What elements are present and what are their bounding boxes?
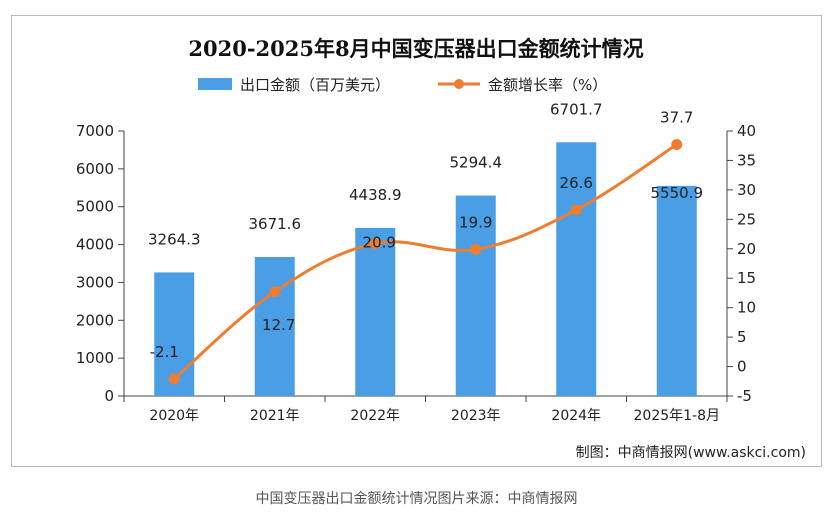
bar-value-label: 5550.9 — [651, 184, 704, 202]
left-tick-label: 2000 — [76, 311, 114, 329]
left-tick-label: 7000 — [76, 122, 114, 140]
axes: 01000200030004000500060007000-5051015202… — [76, 122, 756, 424]
growth-point — [168, 373, 180, 385]
bar-value-label: 5294.4 — [450, 154, 503, 172]
left-tick-label: 3000 — [76, 273, 114, 291]
left-tick-label: 6000 — [76, 160, 114, 178]
right-tick-label: 40 — [737, 122, 756, 140]
legend: 出口金额（百万美元） 金额增长率（%） — [198, 76, 607, 94]
bar-value-label: 4438.9 — [349, 186, 402, 204]
legend-bar-swatch — [198, 78, 232, 90]
growth-value-label: 37.7 — [660, 109, 693, 127]
growth-value-label: 12.7 — [262, 316, 295, 334]
growth-line — [168, 139, 683, 385]
x-tick-label: 2023年 — [451, 408, 501, 424]
bar — [455, 195, 496, 396]
chart-title: 2020-2025年8月中国变压器出口金额统计情况 — [188, 36, 643, 61]
right-tick-label: 10 — [737, 299, 756, 317]
growth-value-label: 19.9 — [459, 213, 492, 231]
growth-point — [671, 139, 683, 151]
image-caption: 中国变压器出口金额统计情况图片来源：中商情报网 — [255, 491, 578, 507]
bar — [556, 142, 597, 396]
left-tick-label: 1000 — [76, 349, 114, 367]
bar-value-label: 3264.3 — [148, 230, 201, 248]
bars — [154, 142, 697, 396]
growth-value-label: 20.9 — [363, 233, 396, 251]
right-tick-label: 15 — [737, 269, 756, 287]
growth-point — [369, 237, 381, 249]
data-labels: 3264.3 3671.6 4438.9 5294.4 6701.7 5550.9 -2.1… — [148, 100, 703, 361]
right-tick-label: 20 — [737, 240, 756, 258]
right-tick-label: -5 — [737, 387, 752, 405]
x-tick-label: 2024年 — [551, 408, 601, 424]
bar — [656, 185, 697, 396]
x-tick-label: 2021年 — [250, 408, 300, 424]
right-tick-label: 35 — [737, 151, 756, 169]
bar — [254, 257, 295, 396]
bar-value-label: 6701.7 — [550, 100, 603, 118]
legend-line-label: 金额增长率（%） — [488, 76, 607, 94]
right-tick-label: 30 — [737, 181, 756, 199]
growth-point — [470, 243, 482, 255]
legend-bar-label: 出口金额（百万美元） — [240, 76, 390, 94]
growth-line-path — [173, 143, 678, 381]
left-tick-label: 4000 — [76, 236, 114, 254]
legend-line-marker — [454, 79, 464, 89]
bar-value-label: 3671.6 — [249, 215, 302, 233]
x-tick-label: 2025年1-8月 — [634, 408, 721, 424]
growth-value-label: 26.6 — [560, 174, 593, 192]
growth-point — [570, 204, 582, 216]
left-tick-label: 5000 — [76, 198, 114, 216]
right-tick-label: 5 — [737, 328, 747, 346]
x-tick-label: 2022年 — [350, 408, 400, 424]
bar — [355, 227, 396, 396]
right-tick-label: 25 — [737, 210, 756, 228]
source-note: 制图：中商情报网(www.askci.com) — [576, 445, 806, 461]
growth-point — [269, 286, 281, 298]
x-tick-label: 2020年 — [149, 408, 199, 424]
right-tick-label: 0 — [737, 358, 747, 376]
growth-value-label: -2.1 — [150, 343, 179, 361]
left-tick-label: 0 — [104, 387, 114, 405]
